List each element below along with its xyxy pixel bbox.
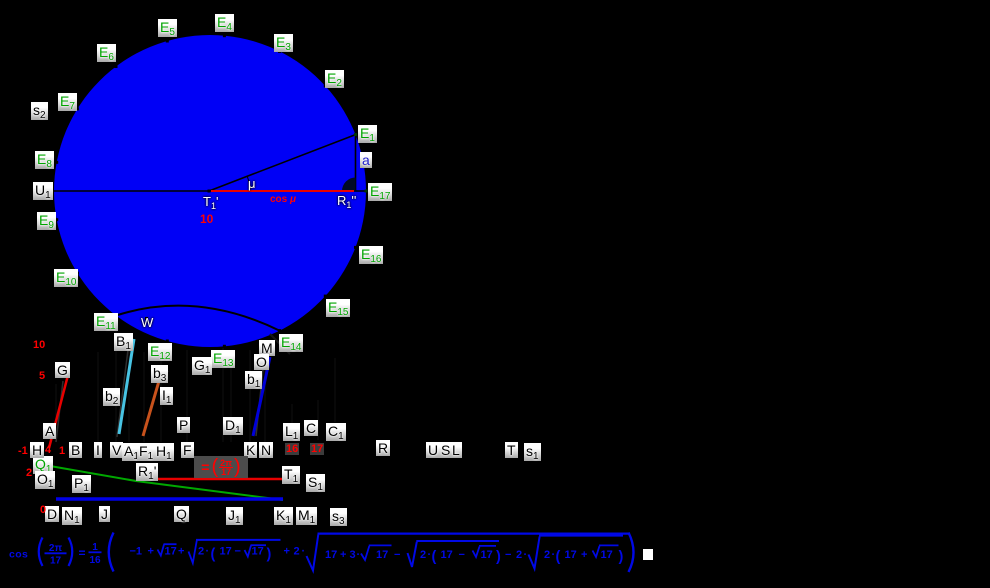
svg-text:+: + [581, 549, 587, 561]
svg-text:17: 17 [325, 549, 337, 561]
svg-text:): ) [496, 549, 501, 565]
svg-text:−: − [505, 549, 511, 561]
svg-text:·: · [302, 546, 306, 558]
svg-text:−: − [459, 549, 465, 561]
svg-text:17: 17 [481, 549, 493, 561]
svg-text:+: + [284, 546, 290, 558]
svg-text:17: 17 [50, 556, 62, 567]
svg-text:16: 16 [89, 555, 101, 566]
svg-text:2: 2 [294, 546, 300, 558]
svg-text:17: 17 [376, 549, 388, 561]
svg-text:2: 2 [420, 549, 426, 561]
svg-text:−: − [394, 549, 400, 561]
svg-text:2π: 2π [49, 543, 63, 554]
svg-text:(: ( [556, 549, 561, 565]
svg-text:17: 17 [601, 549, 613, 561]
svg-text:1: 1 [92, 542, 98, 553]
svg-text:2: 2 [516, 549, 522, 561]
svg-text:3: 3 [350, 549, 356, 561]
svg-text:2: 2 [544, 549, 550, 561]
svg-text:+: + [340, 549, 346, 561]
svg-text:+: + [178, 546, 184, 558]
svg-text:·: · [428, 549, 432, 561]
svg-text:17: 17 [220, 546, 232, 558]
svg-text:·: · [206, 546, 210, 558]
svg-text:): ) [619, 549, 624, 565]
svg-text:17: 17 [165, 546, 177, 558]
svg-text:·: · [357, 549, 361, 561]
svg-text:(: ( [211, 546, 216, 562]
svg-text:=: = [79, 546, 86, 560]
svg-text:2: 2 [198, 546, 204, 558]
svg-text:+: + [148, 546, 154, 558]
svg-text:cos: cos [9, 549, 28, 561]
svg-text:−1: −1 [130, 546, 143, 558]
svg-text:17: 17 [252, 546, 264, 558]
svg-text:·: · [552, 549, 556, 561]
svg-text:−: − [235, 546, 241, 558]
svg-text:(: ( [432, 549, 437, 565]
svg-text:17: 17 [565, 549, 577, 561]
svg-text:·: · [524, 549, 528, 561]
svg-text:17: 17 [441, 549, 453, 561]
svg-text:): ) [267, 546, 272, 562]
